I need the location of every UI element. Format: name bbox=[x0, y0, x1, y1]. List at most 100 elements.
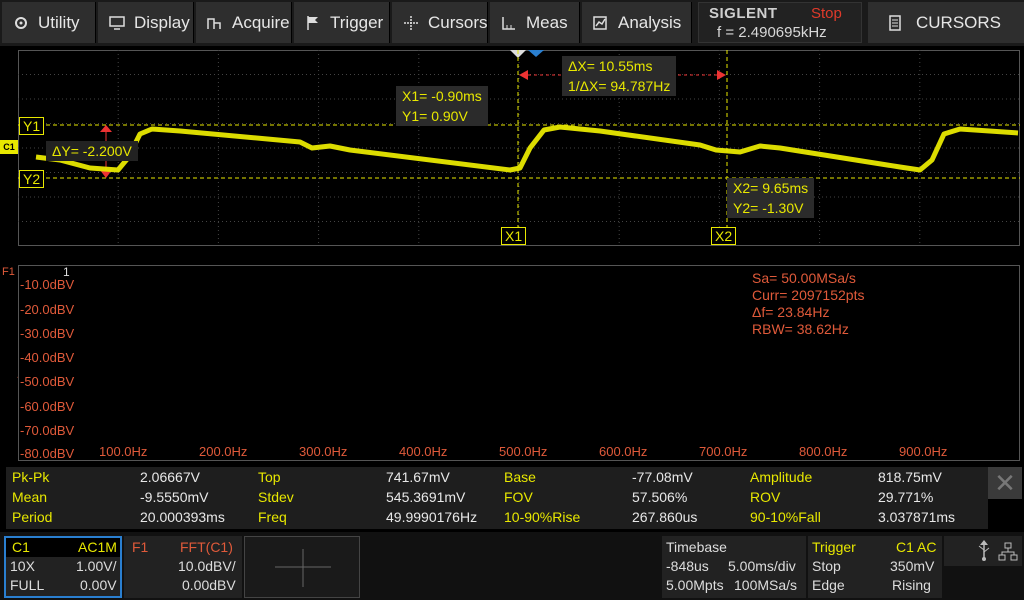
close-icon: ✕ bbox=[994, 468, 1016, 498]
cursors-tab-label: CURSORS bbox=[916, 12, 1002, 32]
usb-icon bbox=[978, 540, 990, 561]
add-channel-panel[interactable] bbox=[244, 536, 360, 598]
meas-label: FOV bbox=[504, 489, 533, 505]
fft-graticule[interactable] bbox=[18, 265, 1020, 461]
y2-cursor-tag[interactable]: Y2 bbox=[19, 170, 45, 188]
meas-value: 57.506% bbox=[632, 489, 688, 505]
meas-value: 29.771% bbox=[878, 489, 934, 505]
meas-value: 49.9990176Hz bbox=[386, 509, 478, 525]
hz-axis-label: 600.0Hz bbox=[599, 444, 648, 459]
meas-label: 90-10%Fall bbox=[750, 509, 821, 525]
document-icon bbox=[888, 14, 902, 31]
waveform-graticule[interactable] bbox=[18, 50, 1020, 246]
hz-axis-label: 700.0Hz bbox=[699, 444, 748, 459]
ch1-probe: 10X bbox=[10, 558, 35, 574]
acquire-label: Acquire bbox=[232, 12, 290, 32]
cursors-menu-button[interactable]: Cursors bbox=[392, 2, 488, 43]
f1-name: F1 bbox=[132, 539, 149, 555]
inverse-delta-x-readout: 1/ΔX= 94.787Hz bbox=[568, 78, 671, 94]
analysis-menu-button[interactable]: Analysis bbox=[582, 2, 692, 43]
close-measurements-button[interactable]: ✕ bbox=[988, 467, 1022, 499]
trigger-level: 350mV bbox=[890, 558, 935, 574]
math-f1-panel[interactable]: F1 FFT(C1) 10.0dBV/ 0.00dBV bbox=[124, 536, 242, 598]
ch1-name: C1 bbox=[12, 539, 30, 555]
fft-sample-rate: Sa= 50.00MSa/s bbox=[752, 270, 856, 286]
plus-icon bbox=[275, 549, 331, 587]
meas-label: Pk-Pk bbox=[12, 469, 50, 485]
utility-label: Utility bbox=[38, 12, 80, 32]
meas-value: -77.08mV bbox=[632, 469, 693, 485]
timebase-rate: 100MSa/s bbox=[734, 577, 798, 593]
trigger-source: C1 AC bbox=[896, 539, 937, 555]
network-icon bbox=[998, 542, 1018, 561]
display-label: Display bbox=[134, 12, 190, 32]
fft-peak-label: 1 bbox=[63, 265, 70, 279]
x1-readout-box: X1= -0.90ms Y1= 0.90V bbox=[396, 86, 488, 126]
run-state: Stop bbox=[811, 5, 842, 22]
hz-axis-label: 200.0Hz bbox=[199, 444, 248, 459]
top-menu-bar: Utility Display Acquire Trigger Cursors … bbox=[0, 0, 1024, 46]
ch1-offset: 0.00V bbox=[80, 577, 117, 593]
meas-label: Top bbox=[258, 469, 281, 485]
trigger-menu-button[interactable]: Trigger bbox=[294, 2, 390, 43]
trigger-state: Stop bbox=[812, 558, 841, 574]
delta-x-readout-box: ΔX= 10.55ms 1/ΔX= 94.787Hz bbox=[562, 56, 677, 96]
meas-label: Mean bbox=[12, 489, 48, 505]
f1-offset: 0.00dBV bbox=[182, 577, 236, 593]
flag-icon bbox=[304, 15, 322, 31]
brand-logo: SIGLENT bbox=[709, 5, 778, 22]
f1-marker[interactable]: F1 bbox=[2, 266, 15, 278]
meas-label: Meas bbox=[526, 12, 568, 32]
meas-value: 818.75mV bbox=[878, 469, 942, 485]
trigger-title: Trigger bbox=[812, 539, 856, 555]
hz-axis-label: 300.0Hz bbox=[299, 444, 348, 459]
ch1-scale: 1.00V/ bbox=[76, 558, 117, 574]
db-axis-label: -70.0dBV bbox=[20, 423, 75, 438]
fft-rbw: RBW= 38.62Hz bbox=[752, 321, 849, 337]
channel-1-panel[interactable]: C1 AC1M 10X 1.00V/ FULL 0.00V bbox=[4, 536, 122, 598]
meas-label: Base bbox=[504, 469, 536, 485]
meas-value: 20.000393ms bbox=[140, 509, 225, 525]
hz-axis-label: 500.0Hz bbox=[499, 444, 548, 459]
meas-label: Period bbox=[12, 509, 53, 525]
frequency-counter: f = 2.490695kHz bbox=[717, 24, 827, 41]
db-axis-label: -80.0dBV bbox=[20, 446, 75, 461]
x1-cursor-tag[interactable]: X1 bbox=[501, 227, 527, 245]
hz-axis-label: 100.0Hz bbox=[99, 444, 148, 459]
db-axis-label: -50.0dBV bbox=[20, 374, 75, 389]
status-panel: SIGLENT Stop f = 2.490695kHz bbox=[698, 2, 862, 43]
x2-readout: X2= 9.65ms bbox=[733, 180, 809, 196]
db-axis-label: -30.0dBV bbox=[20, 326, 75, 341]
cursors-tab[interactable]: CURSORS bbox=[868, 2, 1024, 43]
analysis-icon bbox=[592, 15, 610, 31]
channel-1-marker[interactable]: C1 bbox=[0, 140, 18, 154]
y2-readout: Y2= -1.30V bbox=[733, 200, 804, 216]
delta-x-readout: ΔX= 10.55ms bbox=[568, 58, 653, 74]
fft-current-points: Curr= 2097152pts bbox=[752, 287, 865, 303]
utility-menu-button[interactable]: Utility bbox=[2, 2, 96, 43]
timebase-memory: 5.00Mpts bbox=[666, 577, 724, 593]
db-axis-label: -10.0dBV bbox=[20, 277, 75, 292]
acquire-icon bbox=[206, 15, 224, 31]
db-axis-label: -20.0dBV bbox=[20, 302, 75, 317]
delta-y-readout: ΔY= -2.200V bbox=[46, 141, 138, 161]
analysis-label: Analysis bbox=[618, 12, 682, 32]
timebase-title: Timebase bbox=[666, 539, 727, 555]
trigger-panel[interactable]: Trigger C1 AC Stop 350mV Edge Rising bbox=[808, 536, 942, 598]
gear-icon bbox=[12, 15, 30, 31]
meas-menu-button[interactable]: Meas bbox=[490, 2, 580, 43]
x2-cursor-tag[interactable]: X2 bbox=[711, 227, 737, 245]
trigger-type: Edge bbox=[812, 577, 845, 593]
x2-readout-box: X2= 9.65ms Y2= -1.30V bbox=[727, 178, 815, 218]
meas-label: ROV bbox=[750, 489, 781, 505]
y1-cursor-tag[interactable]: Y1 bbox=[19, 117, 45, 135]
db-axis-label: -40.0dBV bbox=[20, 350, 75, 365]
meas-label: 10-90%Rise bbox=[504, 509, 581, 525]
ruler-icon bbox=[500, 15, 518, 31]
fft-info: Sa= 50.00MSa/s Curr= 2097152pts Δf= 23.8… bbox=[752, 270, 864, 338]
ch1-coupling: AC1M bbox=[78, 539, 117, 555]
display-menu-button[interactable]: Display bbox=[98, 2, 194, 43]
timebase-panel[interactable]: Timebase -848us 5.00ms/div 5.00Mpts 100M… bbox=[662, 536, 806, 598]
meas-value: 545.3691mV bbox=[386, 489, 466, 505]
acquire-menu-button[interactable]: Acquire bbox=[196, 2, 292, 43]
